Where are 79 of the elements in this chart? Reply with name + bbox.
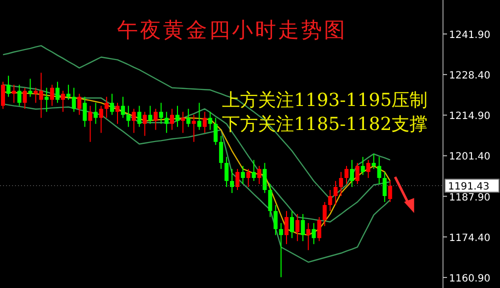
candlestick bbox=[322, 202, 327, 227]
candlestick bbox=[164, 111, 169, 134]
candlestick bbox=[328, 189, 332, 212]
candlestick bbox=[290, 210, 294, 239]
candlestick bbox=[235, 168, 240, 190]
candlestick bbox=[372, 153, 376, 170]
candlestick bbox=[28, 78, 32, 98]
candlestick bbox=[44, 87, 49, 112]
candlestick bbox=[312, 222, 316, 245]
candlestick bbox=[12, 84, 16, 104]
candlestick bbox=[377, 156, 382, 184]
candlestick bbox=[344, 165, 348, 184]
y-tick-label: 1214.90 bbox=[449, 111, 490, 122]
candlestick bbox=[186, 108, 190, 128]
candlestick bbox=[388, 180, 392, 203]
y-tick-label: 1201.40 bbox=[449, 152, 490, 163]
candlestick bbox=[1, 81, 5, 110]
candlestick bbox=[350, 159, 354, 188]
candlestick bbox=[110, 93, 114, 116]
candlestick bbox=[170, 108, 174, 130]
candlestick bbox=[6, 75, 10, 98]
candlestick bbox=[50, 84, 54, 106]
candlestick bbox=[56, 81, 60, 104]
candlestick bbox=[137, 105, 142, 128]
y-tick-label: 1187.90 bbox=[449, 192, 490, 204]
candlestick bbox=[360, 156, 365, 176]
y-tick-label: 1160.90 bbox=[449, 273, 490, 284]
candlestick bbox=[230, 168, 234, 194]
candlestick bbox=[66, 84, 70, 100]
candlestick bbox=[72, 87, 76, 112]
candlestick bbox=[284, 210, 289, 245]
text: 午夜黄金四小时走势图 bbox=[117, 18, 347, 42]
candlestick bbox=[180, 111, 185, 134]
candlestick bbox=[334, 180, 338, 206]
candlestick bbox=[295, 214, 300, 242]
candlestick bbox=[306, 222, 310, 251]
candlestick bbox=[142, 111, 147, 136]
candlestick bbox=[219, 135, 224, 170]
candlestick bbox=[126, 105, 130, 128]
candlestick bbox=[366, 159, 370, 178]
candlestick bbox=[279, 222, 284, 278]
candlestick bbox=[77, 93, 82, 116]
candlestick bbox=[252, 159, 256, 182]
candlestick bbox=[382, 171, 387, 203]
candlestick bbox=[240, 165, 245, 184]
candlestick bbox=[202, 111, 207, 134]
candlestick bbox=[214, 117, 218, 146]
candlestick bbox=[159, 102, 164, 124]
candlestick bbox=[17, 84, 22, 106]
candlestick bbox=[257, 165, 262, 184]
candlestick bbox=[60, 90, 65, 112]
candlestick bbox=[175, 105, 180, 128]
candlestick bbox=[154, 108, 158, 130]
candlestick bbox=[300, 214, 305, 242]
candlestick bbox=[148, 105, 152, 124]
candlestick bbox=[99, 105, 104, 134]
candlestick bbox=[274, 204, 278, 236]
candlestick bbox=[224, 156, 229, 188]
candlestick bbox=[22, 87, 27, 110]
y-tick-label: 1241.90 bbox=[449, 30, 490, 41]
candlestick bbox=[262, 162, 267, 194]
candlestick bbox=[115, 102, 120, 124]
candlestick bbox=[88, 105, 92, 142]
candlestick bbox=[192, 114, 196, 142]
candlestick bbox=[268, 183, 272, 218]
candlestick bbox=[197, 102, 202, 130]
ref-line-label: 1191.43 bbox=[448, 182, 490, 193]
candlestick bbox=[246, 168, 250, 188]
candlestick bbox=[339, 171, 344, 197]
y-tick-label: 1174.40 bbox=[449, 232, 490, 244]
candlestick bbox=[104, 96, 109, 118]
y-tick-label: 1228.40 bbox=[449, 70, 490, 82]
candlestick bbox=[120, 96, 125, 118]
candlestick bbox=[94, 102, 98, 124]
candlestick bbox=[208, 111, 212, 130]
candlestick bbox=[355, 162, 360, 184]
candlestick bbox=[132, 108, 136, 134]
candlestick bbox=[82, 96, 87, 128]
candlestick bbox=[317, 216, 322, 242]
